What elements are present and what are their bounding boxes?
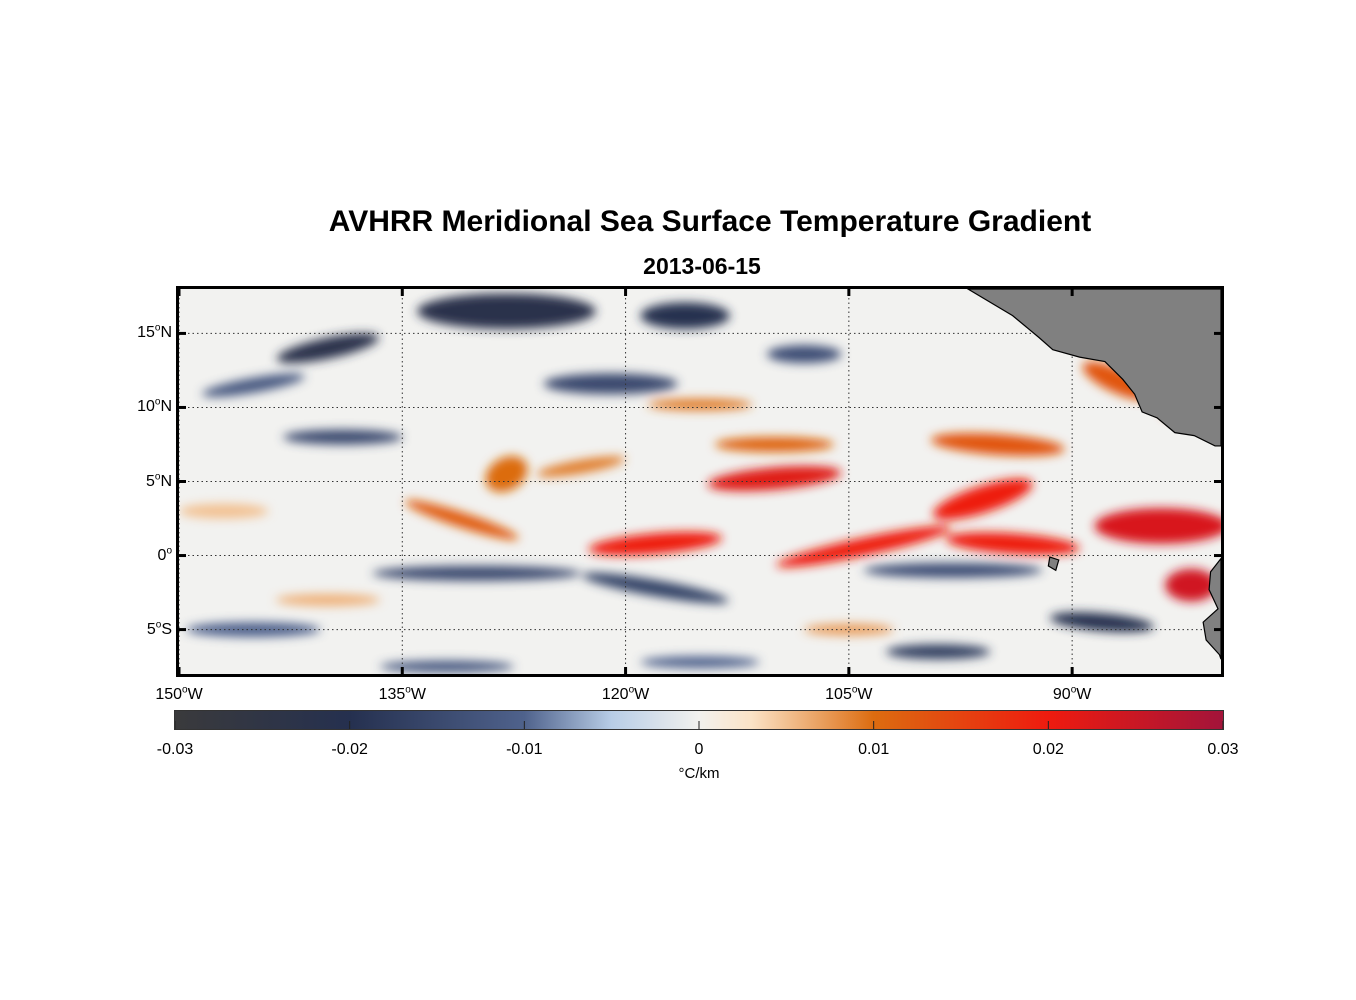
gradient-feature <box>582 572 729 604</box>
lon-tick-label: 135oW <box>378 684 426 703</box>
colorbar-gradient <box>175 711 1223 729</box>
gradient-feature <box>714 437 834 452</box>
gradient-feature <box>933 478 1033 520</box>
gradient-feature <box>186 622 321 637</box>
gradient-feature <box>283 429 403 445</box>
lon-tick-label: 120oW <box>601 684 650 703</box>
gradient-feature <box>1050 612 1154 633</box>
map-panel <box>176 286 1224 677</box>
gradient-feature <box>405 500 519 540</box>
colorbar-tick-label: -0.01 <box>506 741 543 758</box>
chart-subtitle: 2013-06-15 <box>643 253 761 279</box>
colorbar-tick-label: 0.02 <box>1032 741 1064 758</box>
lat-tick-label: 0o <box>157 545 172 564</box>
gradient-feature <box>588 531 723 556</box>
land-central-america <box>966 289 1221 447</box>
colorbar-tick-label: -0.03 <box>156 741 194 758</box>
colorbar <box>174 710 1224 730</box>
gradient-feature <box>275 594 380 606</box>
gradient-feature <box>372 565 581 581</box>
chart-title: AVHRR Meridional Sea Surface Temperature… <box>328 205 1092 238</box>
gradient-feature <box>202 373 305 397</box>
lat-tick-label: 10oN <box>137 397 172 416</box>
gradient-feature <box>536 456 625 477</box>
gradient-feature <box>640 656 760 669</box>
gradient-feature <box>766 345 842 364</box>
gradient-feature <box>179 503 269 519</box>
gradient-feature <box>930 433 1065 456</box>
gradient-feature <box>543 373 678 395</box>
colorbar-tick-label: 0.03 <box>1207 741 1239 758</box>
gradient-feature <box>647 398 753 411</box>
gradient-feature <box>945 532 1080 556</box>
gradient-feature <box>707 466 842 492</box>
colorbar-tick-label: 0 <box>694 741 704 758</box>
lon-tick-label: 150oW <box>155 684 203 703</box>
gradient-feature <box>640 302 730 329</box>
land-galapagos <box>1047 556 1060 572</box>
gradient-feature <box>863 562 1043 578</box>
sst-gradient-map <box>179 289 1221 674</box>
lat-tick-label: 5oS <box>146 619 172 638</box>
gradient-feature <box>804 623 894 636</box>
gradient-feature <box>276 333 379 364</box>
colorbar-units: °C/km <box>678 765 720 782</box>
gradient-feature <box>1165 568 1218 602</box>
gradient-feature <box>417 293 596 329</box>
gradient-feature <box>1094 508 1221 544</box>
lat-tick-label: 15oN <box>137 323 172 342</box>
lon-tick-label: 90oW <box>1052 684 1092 703</box>
lon-tick-label: 105oW <box>825 684 873 703</box>
gradient-feature <box>379 660 514 673</box>
gradient-feature <box>886 644 991 660</box>
lat-tick-label: 5oN <box>145 471 172 490</box>
colorbar-tick-label: 0.01 <box>858 741 890 758</box>
colorbar-tick-label: -0.02 <box>331 741 368 758</box>
gradient-feature <box>776 526 952 568</box>
gradient-feature <box>485 456 528 493</box>
land-south-america <box>1202 557 1221 660</box>
